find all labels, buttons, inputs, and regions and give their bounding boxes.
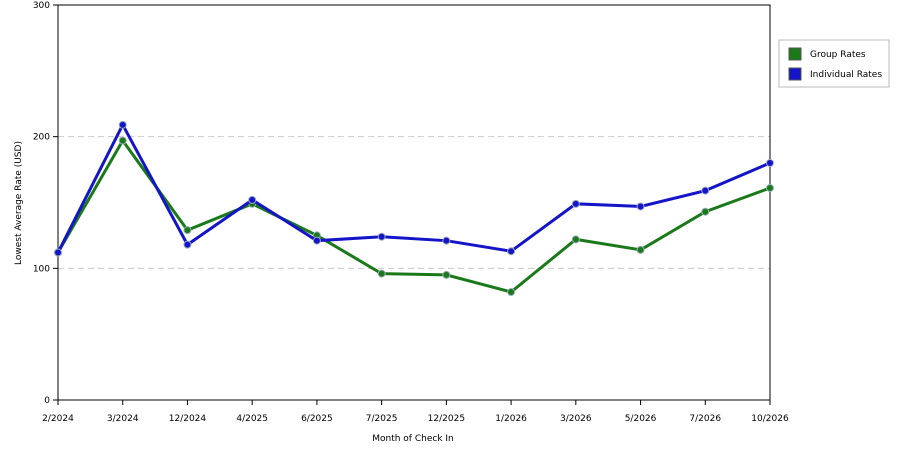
legend-label: Individual Rates: [810, 70, 882, 80]
point: [377, 232, 386, 241]
x-tick-label: 3/2026: [560, 414, 592, 424]
point: [312, 236, 321, 245]
point: [442, 236, 451, 245]
series-line: [56, 137, 771, 294]
legend-label: Group Rates: [810, 50, 866, 60]
x-tick-label: 4/2025: [236, 414, 268, 424]
y-tick-label: 100: [33, 264, 50, 274]
point: [118, 120, 127, 129]
point: [571, 235, 580, 244]
x-tick-label: 7/2026: [689, 414, 721, 424]
x-tick-label: 12/2024: [169, 414, 207, 424]
y-tick-label: 0: [44, 396, 50, 406]
x-tick-label: 12/2025: [428, 414, 465, 424]
point: [701, 207, 710, 216]
point: [766, 159, 774, 167]
x-tick-label: 5/2026: [625, 414, 657, 424]
point: [377, 269, 386, 278]
series-line: [56, 121, 771, 254]
legend-swatch: [788, 67, 802, 81]
point: [183, 240, 192, 249]
x-tick-label: 2/2024: [42, 414, 74, 424]
legend-swatch: [788, 47, 802, 61]
y-tick-label: 300: [33, 1, 50, 11]
point: [701, 186, 710, 195]
point: [766, 184, 774, 193]
x-tick-label: 10/2026: [751, 414, 789, 424]
x-tick-label: 1/2026: [495, 414, 527, 424]
x-axis-label: Month of Check In: [372, 434, 454, 444]
x-tick-label: 3/2024: [107, 414, 139, 424]
point: [442, 270, 451, 279]
y-tick-label: 200: [33, 133, 50, 143]
x-tick-label: 6/2025: [301, 414, 333, 424]
point: [507, 288, 516, 297]
point: [118, 136, 127, 145]
point: [507, 247, 516, 256]
x-tick-label: 7/2025: [366, 414, 398, 424]
plot-frame: [57, 4, 771, 401]
y-axis-label: Lowest Average Rate (USD): [14, 141, 24, 265]
point: [248, 195, 257, 204]
point: [54, 248, 62, 257]
point: [571, 199, 580, 208]
point: [636, 202, 645, 211]
point: [636, 245, 645, 254]
point: [183, 226, 192, 235]
